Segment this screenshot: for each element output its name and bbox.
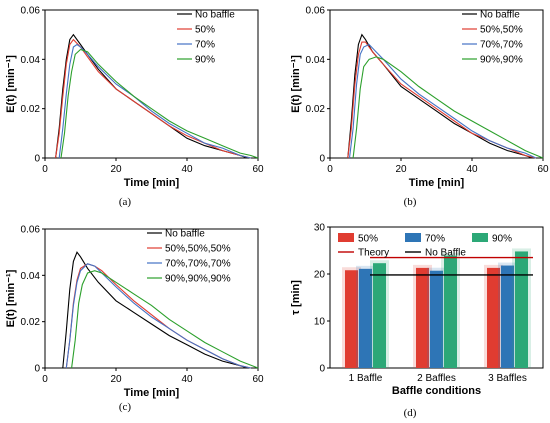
y-axis-label: τ [min] <box>290 280 302 315</box>
y-tick-label: 20 <box>314 270 326 281</box>
bar <box>373 263 386 368</box>
x-axis-label: Time [min] <box>124 387 180 399</box>
x-tick-label: 1 Baffle <box>349 373 383 384</box>
series-line <box>55 33 248 159</box>
panel-caption: (b) <box>404 196 417 208</box>
series-line <box>347 33 533 159</box>
x-tick-label: 40 <box>466 164 478 175</box>
bar <box>359 268 372 368</box>
y-tick-label: 0.06 <box>21 6 41 17</box>
legend-label: 90%,90%,90% <box>165 274 231 285</box>
y-axis-label: E(t) [min⁻¹] <box>5 55 17 113</box>
legend-label: No Baffle <box>425 248 466 259</box>
x-tick-label: 20 <box>110 164 122 175</box>
y-axis-label: E(t) [min⁻¹] <box>5 269 17 327</box>
series-line <box>62 251 248 369</box>
series-line <box>348 43 537 159</box>
legend-label: 90% <box>492 234 512 245</box>
y-tick-label: 0.02 <box>306 104 326 115</box>
y-tick-label: 0.02 <box>21 317 41 328</box>
x-axis-label: Time [min] <box>409 177 465 189</box>
legend-label: Theory <box>358 248 389 259</box>
legend-label: 50% <box>195 25 215 36</box>
x-tick-label: 2 Baffles <box>417 373 456 384</box>
panel-1: 0 0.02 0.04 0.06 E(t) [min⁻¹] Time [min] (a) 0 2… <box>5 6 264 209</box>
bar <box>487 267 500 368</box>
legend-swatch <box>472 233 488 242</box>
x-tick-label: 60 <box>252 164 264 175</box>
x-tick-label: 40 <box>181 164 193 175</box>
y-tick-label: 10 <box>314 317 326 328</box>
legend-label: 50%,50%,50% <box>165 244 231 255</box>
x-tick-label: 60 <box>537 164 549 175</box>
y-tick-label: 0.06 <box>306 6 326 17</box>
panel-caption: (a) <box>119 196 132 208</box>
panel-2: 0 0.02 0.04 0.06 E(t) [min⁻¹] Time [min] (b) 0 2… <box>290 6 549 209</box>
panel-caption: (d) <box>404 407 417 419</box>
y-tick-label: 0.04 <box>21 271 41 282</box>
y-tick-label: 0.06 <box>21 225 41 236</box>
legend-label: No baffle <box>165 229 205 240</box>
y-axis-label: E(t) [min⁻¹] <box>290 55 302 113</box>
legend-label: 70% <box>425 234 445 245</box>
y-tick-label: 0 <box>34 364 40 375</box>
bar <box>444 255 457 368</box>
series-line <box>352 56 544 159</box>
bar <box>430 270 443 368</box>
x-tick-label: 3 Baffles <box>488 373 527 384</box>
x-axis-label: Baffle conditions <box>392 385 481 397</box>
bar <box>345 270 358 368</box>
legend-label: No baffle <box>480 10 520 21</box>
legend-label: 70% <box>195 40 215 51</box>
x-tick-label: 60 <box>252 374 264 385</box>
legend-label: No baffle <box>195 10 235 21</box>
panel-3: 0 0.02 0.04 0.06 E(t) [min⁻¹] Time [min] (c) 0 2… <box>5 225 264 414</box>
series-line <box>60 48 259 159</box>
y-tick-label: 30 <box>314 223 326 234</box>
series-line <box>55 38 252 159</box>
series-line <box>58 43 252 159</box>
panel-4: 0 10 20 30 τ [min] Baffle conditions (d) 1 Baff… <box>290 223 544 419</box>
bar <box>501 265 514 368</box>
series-line <box>71 270 259 369</box>
legend-label: 90%,90% <box>480 55 523 66</box>
x-tick-label: 20 <box>110 374 122 385</box>
x-tick-label: 0 <box>42 164 48 175</box>
x-tick-label: 0 <box>42 374 48 385</box>
y-tick-label: 0 <box>319 364 325 375</box>
legend-label: 50%,50% <box>480 25 523 36</box>
x-tick-label: 40 <box>181 374 193 385</box>
panel-caption: (c) <box>119 401 132 413</box>
legend-swatch <box>405 233 421 242</box>
legend-swatch <box>338 233 354 242</box>
y-tick-label: 0 <box>34 154 40 165</box>
bar <box>416 267 429 368</box>
y-tick-label: 0.04 <box>21 55 41 66</box>
y-tick-label: 0 <box>319 154 325 165</box>
series-line <box>65 263 252 369</box>
legend-label: 50% <box>358 234 378 245</box>
plot-frame <box>44 9 259 159</box>
x-axis-label: Time [min] <box>124 177 180 189</box>
legend-label: 90% <box>195 55 215 66</box>
x-tick-label: 20 <box>395 164 407 175</box>
legend-label: 70%,70%,70% <box>165 259 231 270</box>
x-tick-label: 0 <box>327 164 333 175</box>
plot-frame <box>44 228 259 369</box>
y-tick-label: 0.02 <box>21 104 41 115</box>
bar <box>515 251 528 368</box>
y-tick-label: 0.04 <box>306 55 326 66</box>
legend-label: 70%,70% <box>480 40 523 51</box>
plot-frame <box>329 9 544 159</box>
